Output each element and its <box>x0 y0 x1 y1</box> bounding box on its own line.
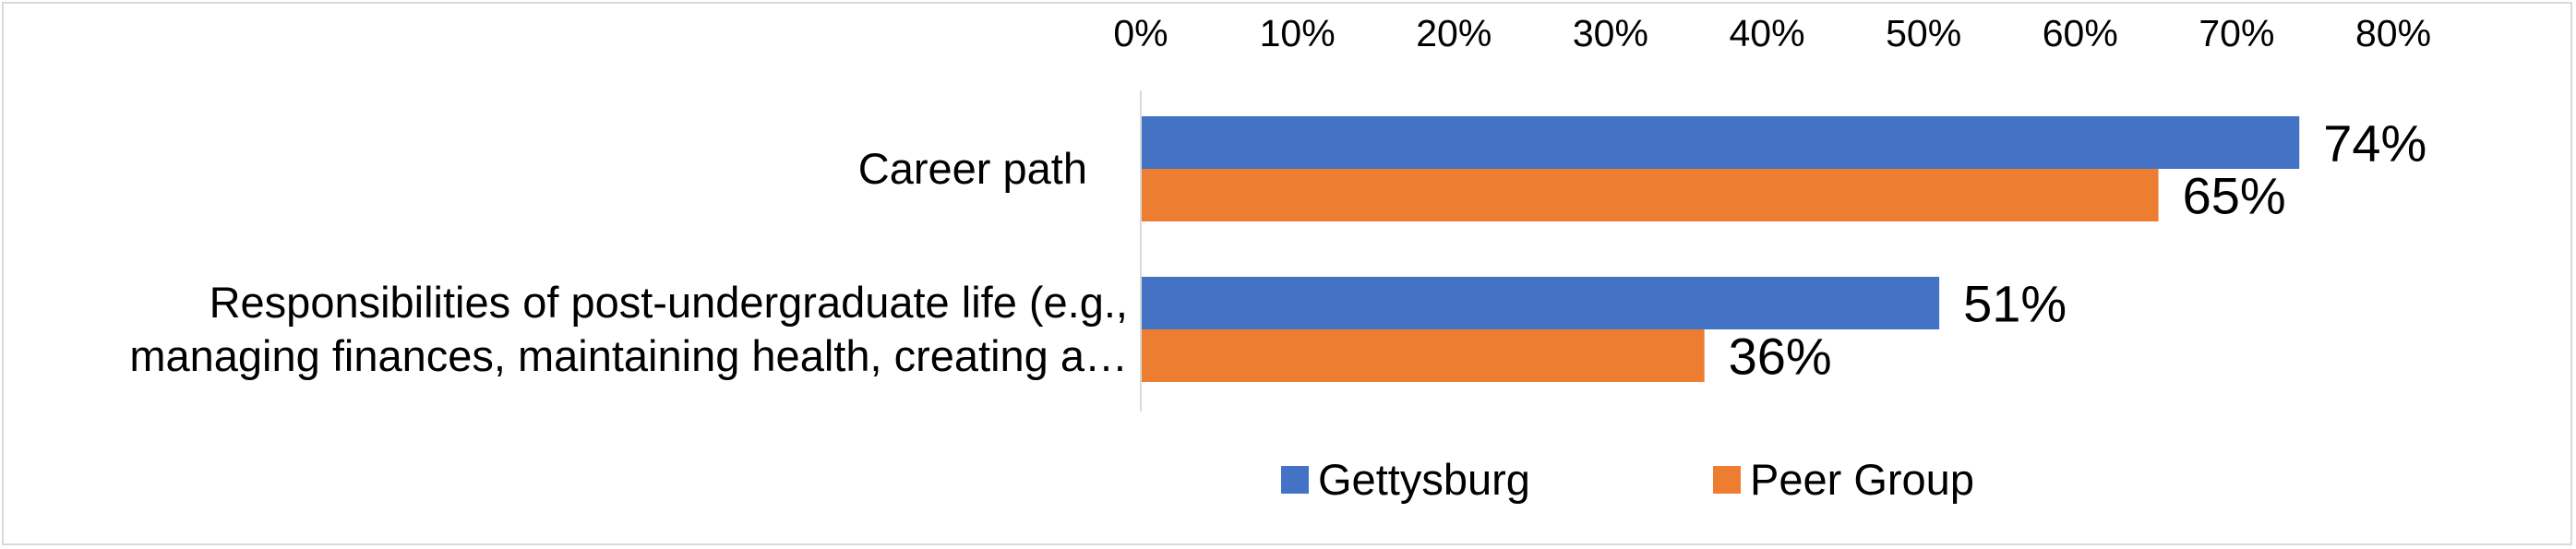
legend-swatch <box>1713 466 1741 494</box>
data-labels: 74% 51% 65% 36% <box>1729 114 2427 386</box>
data-label: 74% <box>2323 114 2426 173</box>
data-label: 65% <box>2183 167 2286 225</box>
x-tick-label: 40% <box>1729 12 1804 54</box>
x-tick-label: 20% <box>1416 12 1492 54</box>
category-label: managing finances, maintaining health, c… <box>129 331 1128 380</box>
legend-swatch <box>1281 466 1309 494</box>
legend-label: Peer Group <box>1750 455 1974 504</box>
legend: Gettysburg Peer Group <box>1281 455 1974 504</box>
x-tick-label: 50% <box>1886 12 1961 54</box>
bar-gettysburg <box>1142 277 1940 329</box>
category-label: Career path <box>858 144 1087 193</box>
x-tick-label: 70% <box>2199 12 2274 54</box>
data-label: 51% <box>1963 275 2067 333</box>
x-tick-label: 10% <box>1260 12 1336 54</box>
x-tick-label: 80% <box>2355 12 2431 54</box>
x-tick-label: 60% <box>2043 12 2118 54</box>
data-label: 36% <box>1729 328 1832 386</box>
bar-gettysburg <box>1142 116 2300 169</box>
legend-label: Gettysburg <box>1318 455 1530 504</box>
x-axis-ticks: 0% 10% 20% 30% 40% 50% 60% 70% 80% <box>1113 12 2431 54</box>
bar-peer-group <box>1142 169 2159 221</box>
bars <box>1142 116 2300 382</box>
x-tick-label: 0% <box>1113 12 1168 54</box>
x-tick-label: 30% <box>1573 12 1648 54</box>
category-label: Responsibilities of post-undergraduate l… <box>210 278 1128 327</box>
bar-peer-group <box>1142 329 1705 382</box>
category-labels: Career path Responsibilities of post-unde… <box>129 144 1128 380</box>
